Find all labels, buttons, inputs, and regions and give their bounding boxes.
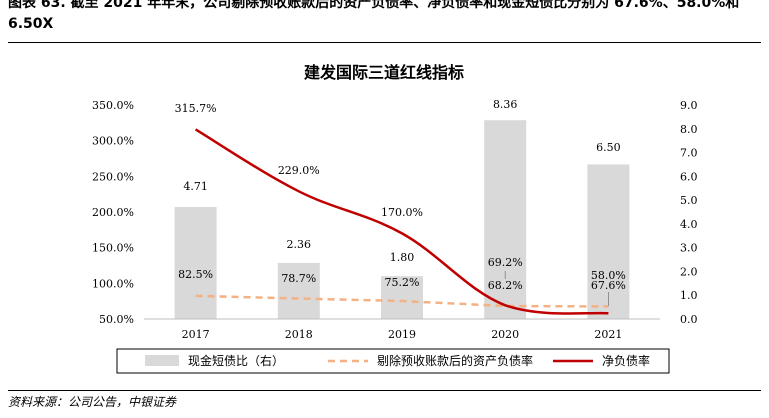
left-axis-tick-label: 250.0% (92, 170, 134, 183)
asset-liability-ratio-label: 67.6% (591, 279, 626, 292)
right-axis-tick-label: 3.0 (680, 242, 698, 255)
chart-title: 建发国际三道红线指标 (304, 63, 464, 82)
left-axis-tick-label: 200.0% (92, 206, 134, 219)
bar-data-label: 2.36 (287, 238, 312, 251)
right-axis-tick-label: 5.0 (680, 194, 698, 207)
legend-swatch-bar (145, 355, 179, 366)
left-axis-tick-label: 350.0% (92, 99, 134, 112)
line-net-debt-ratio (194, 128, 609, 315)
left-axis-tick-label: 50.0% (99, 313, 134, 326)
asset-liability-ratio-label: 68.2% (488, 279, 523, 292)
left-axis-tick-label: 150.0% (92, 242, 134, 255)
x-axis-tick-label: 2019 (388, 328, 416, 341)
net-debt-ratio-label: 58.0% (591, 269, 626, 282)
legend-label: 净负债率 (602, 353, 650, 368)
x-axis-tick-label: 2017 (182, 328, 210, 341)
net-debt-ratio-label: 170.0% (381, 206, 423, 219)
bar-cash-short-debt-ratio (484, 120, 527, 320)
net-debt-ratio-label: 315.7% (175, 102, 217, 115)
right-axis-tick-label: 8.0 (680, 123, 698, 136)
source-divider (8, 390, 761, 391)
right-axis-tick-label: 0.0 (680, 313, 698, 326)
bar-data-label: 4.71 (183, 180, 208, 193)
bar-data-label: 8.36 (493, 98, 518, 111)
x-axis-tick-label: 2020 (491, 328, 519, 341)
left-axis-tick-label: 300.0% (92, 135, 134, 148)
right-axis-tick-label: 9.0 (680, 99, 698, 112)
x-axis-tick-label: 2018 (285, 328, 313, 341)
asset-liability-ratio-label: 78.7% (281, 272, 316, 285)
line-asset-liability-ratio (195, 294, 609, 308)
net-debt-ratio-label: 229.0% (278, 164, 320, 177)
asset-liability-ratio-label: 82.5% (178, 268, 213, 281)
bar-cash-short-debt-ratio (381, 276, 423, 319)
right-axis-tick-label: 7.0 (680, 147, 698, 160)
caption-divider (8, 42, 761, 43)
right-axis-tick-label: 4.0 (680, 218, 698, 231)
legend-label: 现金短债比（右） (188, 353, 284, 368)
asset-liability-ratio-label: 75.2% (385, 276, 420, 289)
net-debt-ratio-label: 69.2% (488, 256, 523, 269)
bar-cash-short-debt-ratio (174, 207, 217, 319)
left-axis-tick-label: 100.0% (92, 277, 134, 290)
right-axis-tick-label: 1.0 (680, 289, 698, 302)
bar-cash-short-debt-ratio (277, 262, 320, 319)
bar-data-label: 1.80 (390, 251, 415, 264)
source-note: 资料来源：公司公告，中银证券 (8, 395, 177, 409)
bar-data-label: 6.50 (596, 141, 621, 154)
figure-caption: 图表 63. 截至 2021 年年末，公司剔除预收账款后的资产负债率、净负债率和… (8, 0, 740, 32)
x-axis-tick-label: 2021 (594, 328, 622, 341)
right-axis-tick-label: 2.0 (680, 265, 698, 278)
right-axis-tick-label: 6.0 (680, 170, 698, 183)
legend-label: 剔除预收账款后的资产负债率 (377, 353, 533, 368)
